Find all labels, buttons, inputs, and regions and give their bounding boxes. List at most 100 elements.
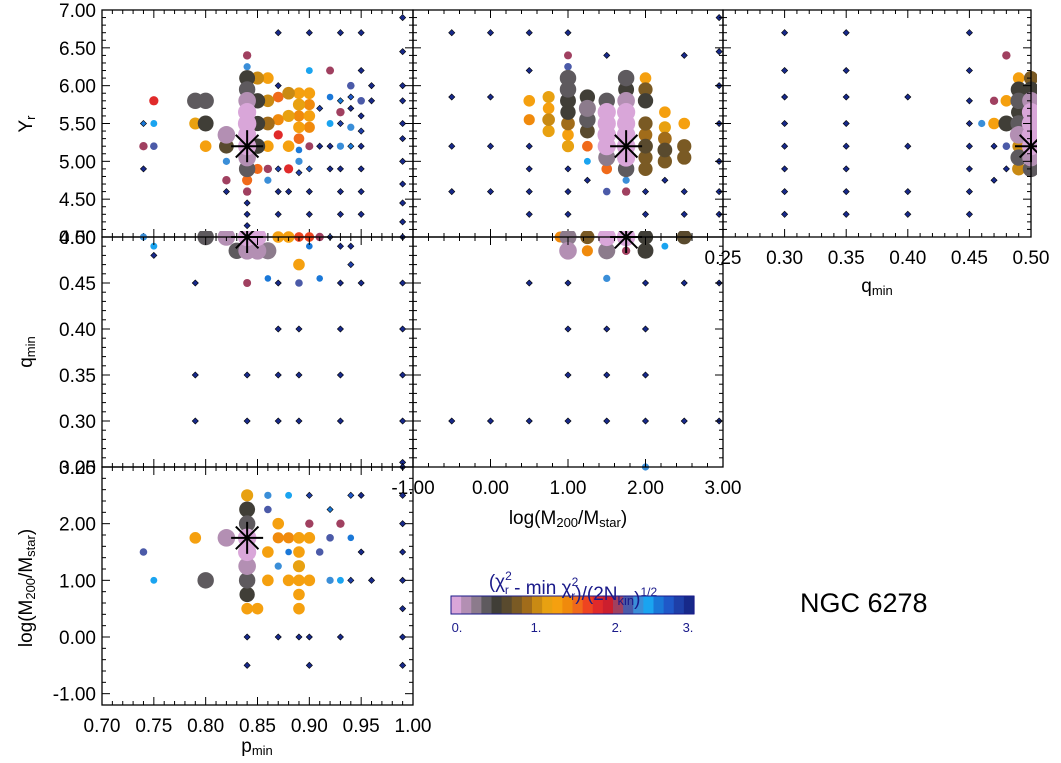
data-point	[560, 104, 576, 120]
data-point	[199, 140, 212, 153]
data-point	[316, 275, 324, 282]
data-point	[150, 120, 158, 127]
data-point	[602, 187, 611, 196]
data-point	[399, 371, 407, 379]
data-point	[303, 121, 315, 133]
data-point	[597, 125, 617, 145]
data-point	[306, 242, 313, 250]
data-point	[1012, 72, 1025, 84]
y-tick-label: 0.35	[59, 366, 96, 387]
data-point	[139, 165, 147, 173]
data-point	[305, 210, 313, 218]
data-point	[564, 417, 572, 425]
x-tick-label: 2.00	[627, 478, 664, 499]
data-point	[990, 176, 998, 184]
data-point	[399, 548, 407, 556]
colorbar-swatch	[673, 596, 685, 614]
data-point	[658, 131, 672, 146]
data-point	[274, 279, 282, 287]
data-point	[1012, 162, 1026, 176]
data-point	[336, 107, 345, 117]
data-point	[274, 165, 282, 173]
colorbar-swatch	[683, 596, 695, 614]
data-point	[564, 279, 572, 287]
points	[781, 29, 1037, 218]
data-point	[150, 142, 158, 150]
data-point	[262, 574, 274, 587]
data-point	[989, 96, 999, 105]
data-point	[295, 146, 303, 154]
colorbar-swatch	[572, 596, 584, 614]
data-point	[285, 491, 293, 499]
best-fit-marker	[231, 130, 264, 163]
data-point	[978, 119, 986, 128]
data-point	[965, 188, 973, 196]
x-tick-label: 0.00	[472, 478, 509, 499]
data-point	[251, 602, 264, 615]
data-point	[781, 29, 789, 37]
data-point	[293, 546, 305, 558]
data-point	[965, 67, 973, 75]
data-point	[347, 576, 355, 584]
data-point	[842, 165, 850, 173]
data-point	[242, 187, 252, 196]
points	[448, 14, 723, 218]
data-point	[357, 97, 365, 105]
data-point	[238, 557, 256, 575]
panel-pmin-gamma: 4.00 4.50 5.00 5.50 6.00 6.50 7.00	[59, 1, 414, 249]
data-point	[448, 417, 456, 425]
data-point	[965, 165, 973, 173]
colorbar-swatch	[623, 596, 634, 614]
data-point	[347, 93, 355, 101]
data-point	[357, 279, 365, 287]
colorbar-tick-label: 3.	[683, 620, 694, 635]
ylabel-logm: log(M200/Mstar)	[16, 529, 38, 647]
data-point	[347, 261, 355, 269]
colorbar-swatch	[481, 596, 493, 614]
data-point	[357, 112, 365, 120]
data-point	[305, 491, 313, 499]
data-point	[336, 279, 344, 287]
data-point	[262, 546, 274, 558]
data-point	[272, 532, 284, 544]
colorbar-swatch	[542, 596, 553, 614]
data-point	[448, 93, 456, 101]
xlabel-pmin: pmin	[241, 736, 273, 758]
data-point	[295, 169, 303, 177]
data-point	[598, 242, 616, 260]
data-point	[273, 130, 283, 140]
data-point	[579, 123, 595, 139]
data-point	[303, 99, 315, 111]
data-point	[638, 150, 653, 165]
x-tick-label: 1.00	[550, 478, 587, 499]
y-tick-label: 2.00	[59, 515, 96, 536]
y-tick-label: -1.00	[53, 685, 96, 706]
colorbar-swatch	[592, 596, 604, 614]
data-point	[241, 489, 254, 502]
data-point	[368, 576, 376, 584]
y-tick-label: 6.00	[59, 77, 96, 98]
y-tick-label: 6.50	[59, 39, 96, 60]
data-point	[617, 69, 635, 87]
data-point	[336, 210, 344, 218]
data-point	[243, 417, 251, 425]
data-point	[368, 97, 376, 105]
data-point	[641, 279, 650, 287]
best-fit-marker	[610, 130, 643, 163]
data-point	[1010, 81, 1027, 98]
data-point	[641, 417, 650, 425]
x-tick-label: 0.45	[951, 248, 988, 269]
ylabel-gamma: Υr	[16, 115, 38, 133]
y-tick-label: 5.00	[59, 152, 96, 173]
data-point	[305, 165, 313, 173]
x-tick-label: 0.85	[239, 716, 276, 737]
y-tick-label: 0.45	[59, 274, 96, 295]
data-point	[904, 142, 912, 150]
data-point	[357, 491, 365, 499]
colorbar-swatch	[653, 596, 665, 614]
data-point	[637, 242, 654, 259]
data-point	[197, 115, 214, 132]
data-point	[274, 562, 282, 570]
colorbar-swatch	[643, 596, 655, 614]
data-point	[904, 93, 912, 101]
